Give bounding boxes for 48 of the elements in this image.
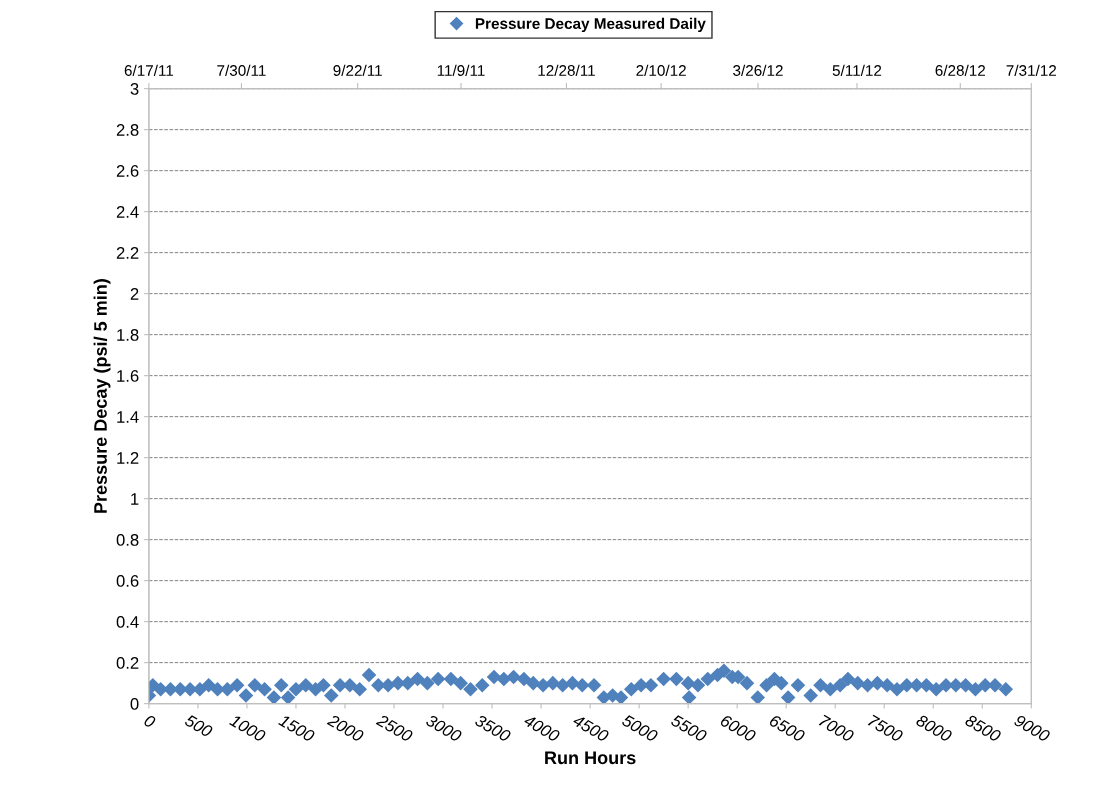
y-tick-label: 0.6 [116, 575, 139, 587]
x-tick-label: 3500 [474, 713, 512, 743]
x-tick-label: 5500 [670, 713, 708, 743]
y-tick-label: 2.8 [116, 124, 139, 136]
y-axis-title: Pressure Decay (psi/ 5 min) [93, 279, 111, 513]
x2-tick-label: 3/26/12 [733, 64, 783, 76]
x-tick-label: 9000 [1013, 714, 1051, 743]
x2-tick-label: 7/31/12 [1006, 64, 1057, 76]
legend-label: Pressure Decay Measured Daily [475, 17, 706, 33]
y-tick-label: 1.6 [117, 370, 139, 382]
x2-tick-label: 6/28/12 [935, 64, 985, 76]
y-tick-label: 2.4 [116, 206, 139, 218]
x2-tick-label: 7/30/11 [217, 64, 266, 76]
x-tick-label: 7000 [818, 714, 855, 743]
x-tick-label: 7500 [867, 714, 904, 743]
x-tick-label: 8000 [915, 713, 953, 743]
x2-tick-label: 5/11/12 [832, 64, 882, 76]
x2-tick-label: 12/28/11 [538, 64, 595, 76]
x2-tick-label: 2/10/12 [636, 64, 686, 76]
x-tick-label: 500 [183, 713, 214, 738]
x-tick-label: 3000 [425, 713, 463, 743]
x-tick-label: 5000 [621, 713, 659, 743]
x2-tick-label: 6/17/11 [124, 64, 174, 76]
y-tick-label: 1.4 [117, 411, 139, 423]
y-tick-label: 2.2 [116, 247, 139, 259]
x2-tick-label: 9/22/11 [333, 64, 382, 76]
y-tick-label: 0.4 [116, 616, 139, 628]
y-tick-label: 2 [130, 288, 139, 300]
x-tick-label: 2500 [375, 713, 414, 743]
x-tick-label: 0 [143, 714, 157, 729]
y-tick-label: 1 [131, 493, 139, 505]
y-tick-label: 3 [130, 83, 139, 95]
y-tick-label: 0.8 [116, 534, 139, 546]
x2-tick-label: 11/9/11 [437, 64, 485, 76]
x-tick-label: 6500 [768, 714, 806, 743]
x-tick-label: 2000 [326, 713, 365, 743]
y-tick-label: 0 [130, 698, 139, 710]
y-tick-label: 1.2 [117, 452, 139, 464]
x-tick-label: 4000 [522, 713, 561, 743]
x-tick-label: 4500 [571, 713, 610, 743]
x-axis-title: Run Hours [545, 751, 636, 765]
x-tick-label: 8500 [964, 713, 1002, 743]
y-tick-label: 0.2 [116, 657, 139, 669]
y-tick-label: 1.8 [117, 329, 139, 341]
x-tick-label: 1000 [229, 713, 267, 743]
y-tick-label: 2.6 [116, 165, 139, 177]
x-tick-label: 6000 [719, 714, 757, 743]
x-tick-label: 1500 [278, 713, 316, 743]
